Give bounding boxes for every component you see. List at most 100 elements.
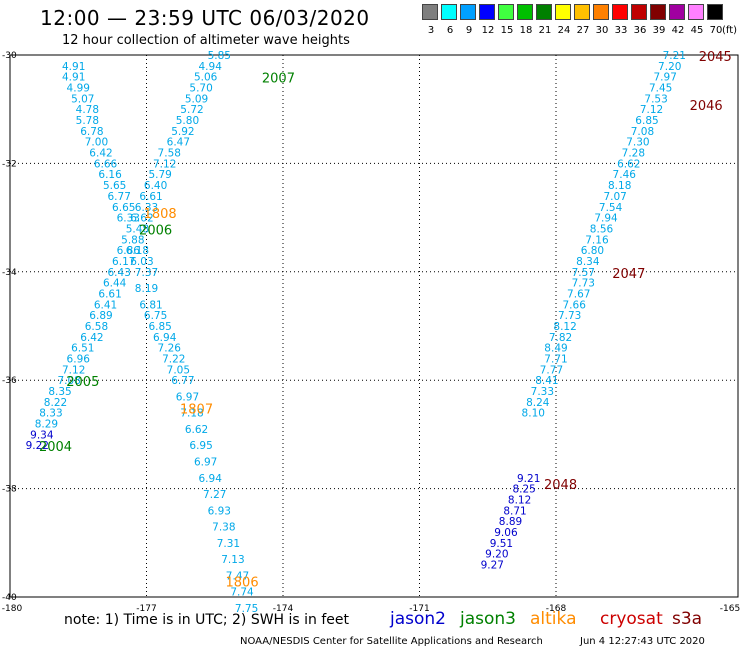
legend-unit: (ft) (722, 25, 738, 36)
swh-value: 7.12 (153, 158, 176, 170)
swh-value: 4.78 (76, 104, 99, 116)
swh-value: 5.85 (208, 50, 231, 62)
swh-value: 7.75 (235, 603, 258, 615)
pass-number: 2047 (612, 267, 645, 282)
swh-value: 8.25 (512, 484, 535, 496)
swh-value: 8.24 (526, 397, 550, 409)
swh-value: 6.18 (126, 245, 149, 257)
swh-value: 7.67 (567, 288, 590, 300)
swh-value: 6.77 (171, 375, 194, 387)
legend-swatch (650, 4, 666, 20)
swh-value: 8.12 (553, 321, 576, 333)
swh-value: 6.75 (144, 310, 167, 322)
legend-label: 27 (576, 25, 590, 36)
swh-value: 6.86 (117, 245, 141, 257)
swh-value: 6.62 (185, 424, 208, 436)
y-tick-label: -34 (2, 268, 17, 278)
legend-label: 3 (427, 25, 435, 36)
swh-value: 6.78 (80, 126, 103, 138)
swh-value: 6.80 (581, 245, 604, 257)
swh-value: 7.21 (663, 50, 686, 62)
swh-value: 6.17 (112, 256, 135, 268)
swh-value: 6.77 (108, 191, 131, 203)
legend-swatch (669, 4, 685, 20)
legend-swatch (536, 4, 552, 20)
legend-swatch (688, 4, 704, 20)
swh-value: 6.66 (94, 158, 118, 170)
swh-value: 8.12 (508, 494, 531, 506)
pass-number: 2048 (544, 478, 577, 493)
legend-label: 21 (538, 25, 552, 36)
x-tick-label: -171 (409, 604, 429, 614)
y-tick-label: -36 (2, 376, 17, 386)
swh-value: 6.93 (208, 505, 231, 517)
swh-value: 8.19 (135, 283, 158, 295)
swh-value: 5.72 (180, 104, 203, 116)
swh-value: 6.51 (71, 343, 94, 355)
swh-value: 7.28 (622, 148, 645, 160)
pass-number: 2006 (139, 223, 172, 238)
swh-value: 6.03 (130, 256, 153, 268)
swh-value: 8.18 (608, 180, 631, 192)
swh-value: 8.33 (39, 408, 62, 420)
swh-value: 7.74 (230, 587, 254, 599)
swh-value: 4.91 (62, 61, 85, 73)
swh-value: 7.22 (162, 354, 185, 366)
swh-value: 5.88 (121, 234, 144, 246)
swh-value: 8.29 (35, 419, 58, 431)
legend-label: 12 (481, 25, 495, 36)
legend-label: 24 (557, 25, 571, 36)
legend-label: 15 (500, 25, 514, 36)
swh-value: 6.43 (108, 267, 131, 279)
swh-value: 7.20 (658, 61, 681, 73)
swh-value: 8.56 (590, 223, 614, 235)
swh-value: 6.42 (89, 148, 112, 160)
swh-value: 5.07 (71, 93, 94, 105)
legend-label: 18 (519, 25, 533, 36)
legend-swatch (422, 4, 438, 20)
swh-value: 5.06 (194, 72, 218, 84)
legend-label: 42 (671, 25, 685, 36)
pass-number: 2005 (66, 375, 99, 390)
legend-swatch (612, 4, 628, 20)
x-tick-label: -165 (720, 604, 740, 614)
legend-swatch (555, 4, 571, 20)
legend-swatch (574, 4, 590, 20)
y-tick-label: -32 (2, 159, 17, 169)
y-tick-label: -38 (2, 485, 17, 495)
swh-value: 9.34 (30, 429, 54, 441)
swh-value: 6.47 (167, 137, 190, 149)
swh-value: 7.94 (594, 213, 618, 225)
x-tick-label: -177 (136, 604, 156, 614)
swh-value: 9.27 (481, 559, 504, 571)
legend-label: 70 (709, 25, 723, 36)
legend-swatch (498, 4, 514, 20)
footer-source: NOAA/NESDIS Center for Satellite Applica… (240, 636, 543, 647)
swh-value: 7.57 (572, 267, 595, 279)
swh-value: 5.78 (76, 115, 99, 127)
swh-value: 6.42 (80, 332, 103, 344)
swh-value: 7.73 (558, 310, 581, 322)
swh-value: 6.33 (117, 213, 140, 225)
swh-value: 4.91 (62, 72, 85, 84)
swh-value: 7.18 (180, 408, 203, 420)
swh-value: 7.16 (585, 234, 609, 246)
swh-value: 5.79 (148, 169, 171, 181)
swh-value: 7.27 (203, 489, 226, 501)
legend-swatch (631, 4, 647, 20)
legend-label: 30 (595, 25, 609, 36)
legend-label: 33 (614, 25, 628, 36)
swh-value: 9.21 (517, 473, 540, 485)
swh-value: 7.00 (85, 137, 108, 149)
x-tick-label: -180 (2, 604, 23, 614)
swh-value: 6.94 (199, 473, 223, 485)
swh-value: 6.81 (139, 299, 162, 311)
swh-value: 7.31 (217, 538, 240, 550)
swh-value: 6.94 (153, 332, 177, 344)
swh-value: 7.07 (603, 191, 626, 203)
swh-value: 6.62 (617, 158, 640, 170)
swh-value: 7.77 (540, 364, 563, 376)
swh-value: 7.45 (649, 83, 672, 95)
satellite-name: s3a (672, 609, 703, 629)
swh-value: 7.13 (221, 554, 244, 566)
